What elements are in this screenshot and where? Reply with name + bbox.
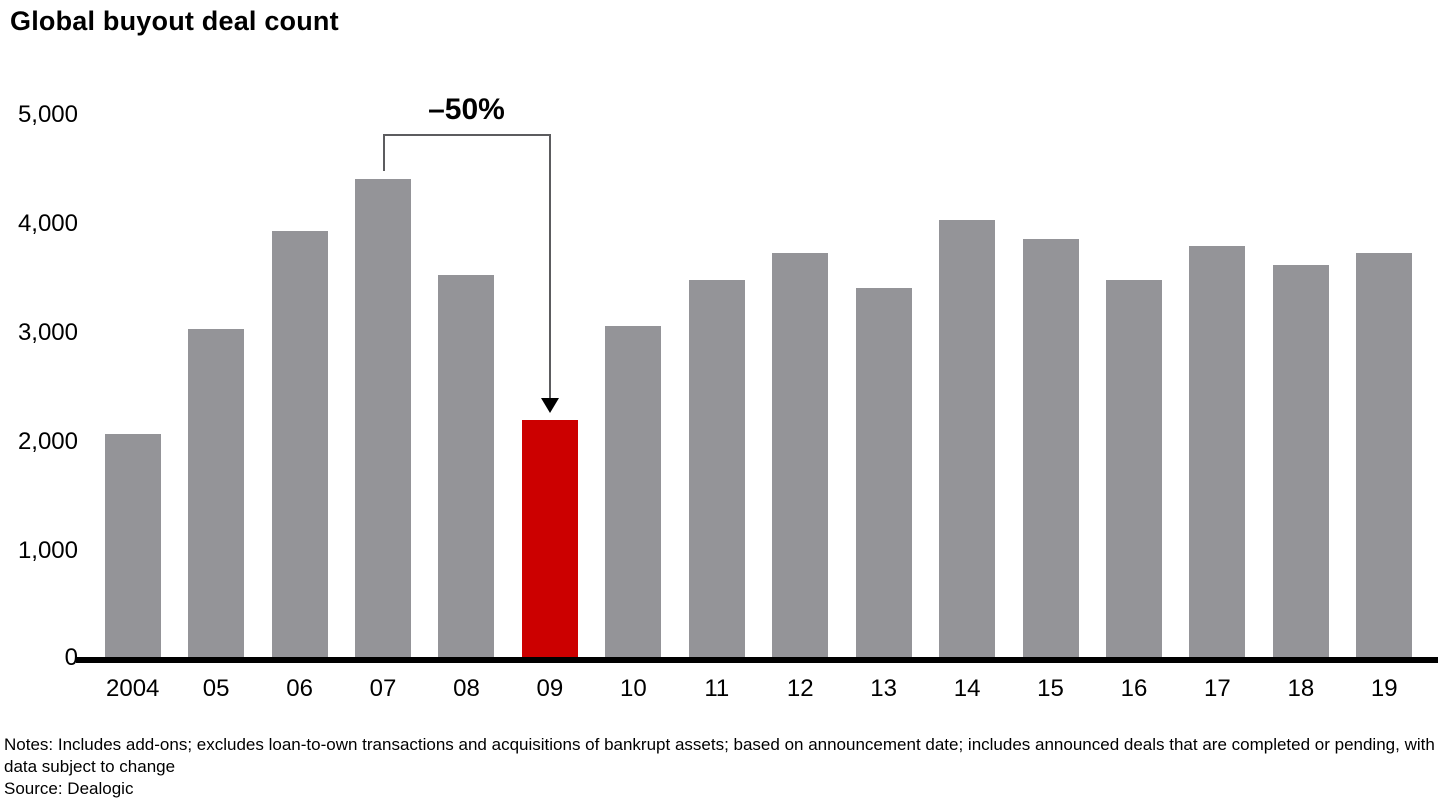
bar-slot — [1343, 115, 1426, 660]
bar-16 — [1105, 279, 1162, 660]
y-tick-label: 0 — [64, 644, 78, 671]
bar-slot — [1176, 115, 1259, 660]
annotation-bracket-horizontal — [383, 134, 551, 136]
bar-slot — [1259, 115, 1342, 660]
x-axis-labels: 2004 05 06 07 08 09 10 11 12 13 14 15 16 17 18 19 — [91, 675, 1426, 703]
bar-13 — [855, 288, 912, 660]
bar-slot — [925, 115, 1008, 660]
bar-07 — [355, 179, 412, 660]
annotation-arrowhead-icon — [541, 398, 559, 413]
bar-05 — [188, 328, 245, 660]
bar-slot — [592, 115, 675, 660]
x-axis-label: 09 — [536, 675, 564, 702]
y-tick-label: 5,000 — [17, 101, 78, 128]
x-axis-label: 15 — [1037, 675, 1064, 702]
x-axis-label: 12 — [786, 675, 814, 702]
bar-slot — [508, 115, 591, 660]
y-tick-label: 3,000 — [17, 319, 78, 346]
x-axis-label: 13 — [870, 675, 897, 702]
y-tick-label: 2,000 — [17, 428, 78, 455]
x-axis-label: 18 — [1287, 675, 1315, 702]
y-tick-label: 4,000 — [17, 210, 78, 237]
x-axis-label: 16 — [1120, 675, 1148, 702]
x-axis-label: 10 — [619, 675, 647, 702]
x-axis-label: 05 — [202, 675, 230, 702]
bar-slot — [341, 115, 424, 660]
bar-2004 — [104, 434, 161, 660]
x-axis-label: 08 — [453, 675, 480, 702]
bar-slot — [675, 115, 758, 660]
annotation-label: –50% — [428, 93, 505, 126]
x-axis-label: 06 — [286, 675, 313, 702]
y-tick-label: 1,000 — [17, 537, 78, 564]
bar-15 — [1022, 239, 1079, 660]
bar-18 — [1272, 265, 1329, 660]
x-axis-baseline — [76, 657, 1438, 663]
chart-title: Global buyout deal count — [10, 6, 339, 36]
bar-17 — [1189, 245, 1246, 660]
bar-11 — [688, 279, 745, 660]
plot-area — [91, 115, 1426, 660]
x-axis-label: 19 — [1370, 675, 1398, 702]
footer-notes: Notes: Includes add-ons; excludes loan-t… — [4, 735, 1435, 776]
x-axis-label: 17 — [1204, 675, 1231, 702]
bar-slot — [425, 115, 508, 660]
bar-slot — [91, 115, 174, 660]
bar-12 — [772, 253, 829, 660]
x-axis-label: 2004 — [106, 675, 160, 702]
annotation-arrow-line — [549, 134, 551, 399]
bar-09 — [521, 420, 578, 660]
bar-slot — [1009, 115, 1092, 660]
footer-source: Source: Dealogic — [4, 779, 134, 798]
bar-slot — [1092, 115, 1175, 660]
annotation-bracket-left — [383, 134, 385, 171]
x-axis-label: 11 — [704, 675, 730, 702]
bar-slot — [174, 115, 257, 660]
bar-slot — [842, 115, 925, 660]
footer: Notes: Includes add-ons; excludes loan-t… — [4, 734, 1438, 800]
x-axis-label: 07 — [369, 675, 397, 702]
bar-slot — [258, 115, 341, 660]
bar-06 — [271, 230, 328, 660]
bar-10 — [605, 326, 662, 660]
bar-08 — [438, 275, 495, 660]
bar-14 — [939, 219, 996, 660]
bar-slot — [759, 115, 842, 660]
bar-19 — [1356, 253, 1413, 660]
x-axis-label: 14 — [953, 675, 981, 702]
